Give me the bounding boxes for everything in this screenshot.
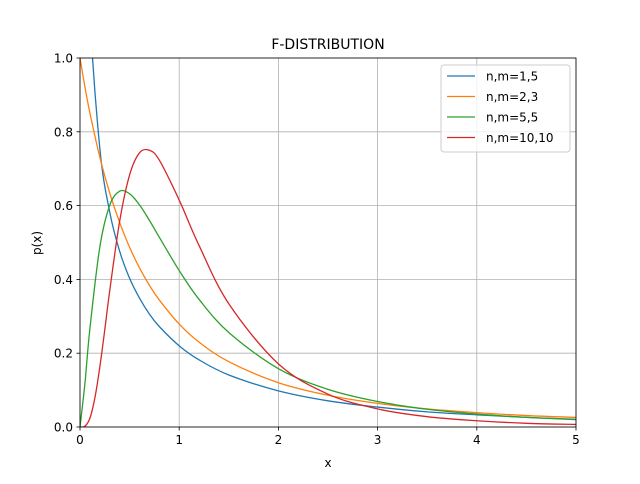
- x-tick-label: 2: [275, 433, 283, 447]
- y-tick-label: 0.8: [54, 125, 73, 139]
- x-tick-label: 1: [175, 433, 183, 447]
- y-tick-label: 0.2: [54, 347, 73, 361]
- x-tick-label: 4: [473, 433, 481, 447]
- x-axis-label: x: [324, 456, 331, 470]
- y-axis-label: p(x): [30, 231, 44, 255]
- y-tick-label: 0.6: [54, 199, 73, 213]
- y-tick-label: 1.0: [54, 52, 73, 66]
- chart-title: F-DISTRIBUTION: [271, 37, 384, 53]
- series-line-3: [80, 189, 576, 427]
- y-tick-label: 0.0: [54, 421, 73, 435]
- series-group: [80, 58, 576, 427]
- series-line-1: [91, 58, 576, 420]
- legend-box: [440, 64, 571, 153]
- legend-label: n,m=5,5: [486, 111, 538, 125]
- legend-label: n,m=10,10: [486, 131, 554, 145]
- x-tick-label: 0: [76, 433, 84, 447]
- y-tick-label: 0.4: [54, 273, 73, 287]
- series-line-4: [80, 148, 576, 427]
- x-tick-label: 5: [572, 433, 580, 447]
- legend-label: n,m=2,3: [486, 90, 538, 104]
- x-tick-label: 3: [374, 433, 382, 447]
- plot-frame: [79, 57, 577, 428]
- legend-label: n,m=1,5: [486, 70, 538, 84]
- ticks: 0 1 2 3 4 5 0.0 0.2 0.4 0.6 0.8 1.0: [54, 52, 580, 448]
- legend: n,m=1,5 n,m=2,3 n,m=5,5 n,m=10,10: [440, 64, 571, 153]
